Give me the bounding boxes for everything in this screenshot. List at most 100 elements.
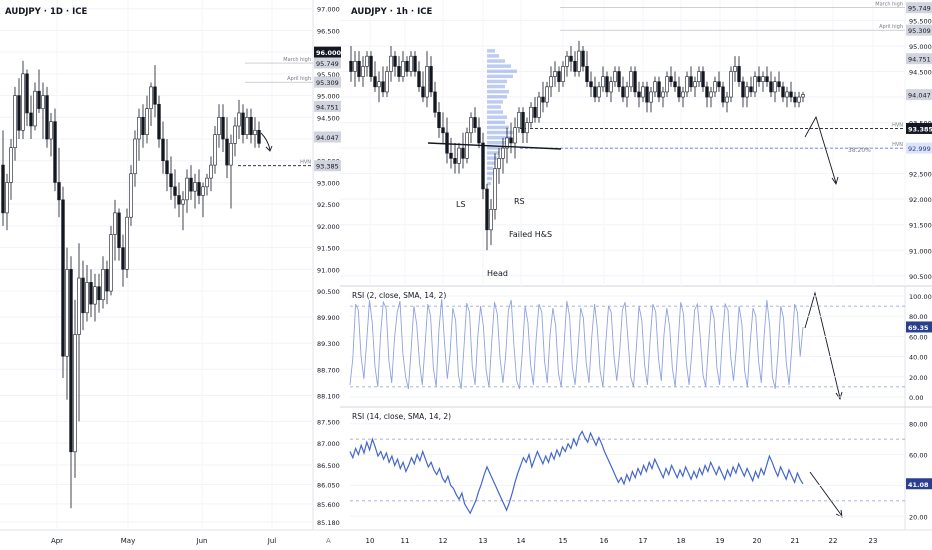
- right-arrow-head: [831, 176, 839, 186]
- candle-down: [241, 112, 245, 135]
- candle-up: [353, 60, 357, 72]
- price-tick-label: 86.050: [317, 481, 340, 489]
- candle-up: [565, 55, 569, 67]
- candle-down: [417, 71, 421, 88]
- candle-down: [29, 112, 33, 127]
- candle-down: [405, 60, 409, 72]
- volume-profile-bar: [487, 74, 513, 79]
- annotation-head: Head: [487, 269, 508, 278]
- candle-up: [77, 277, 81, 335]
- volume-profile: [487, 49, 517, 186]
- candle-up: [685, 76, 689, 93]
- price-tick-label: 94.500: [317, 114, 340, 122]
- candle-up: [9, 147, 13, 183]
- candle-up: [365, 55, 369, 67]
- candle-up: [193, 182, 197, 192]
- candle-up: [649, 91, 653, 103]
- rsi14-arrow-head: [835, 509, 843, 518]
- candle-down: [165, 160, 169, 175]
- time-tick-label: 14: [517, 537, 526, 545]
- candle-down: [357, 60, 361, 77]
- left-price-badges: 96.000 95.749 95.309 94.751 94.047 93.385: [314, 46, 342, 172]
- left-projection-arrow: [260, 132, 271, 151]
- price-tick-label: 87.000: [317, 440, 340, 448]
- time-tick-label: 15: [559, 537, 568, 545]
- right-projection-arrow: [804, 115, 837, 184]
- candle-down: [669, 76, 673, 83]
- candle-up: [33, 90, 37, 127]
- time-tick-label: Apr: [51, 537, 63, 545]
- candle-up: [549, 76, 553, 88]
- candle-down: [433, 91, 437, 113]
- price-badge: [314, 131, 341, 143]
- price-badge: [314, 57, 341, 69]
- candle-down: [57, 182, 61, 201]
- candle-down: [189, 177, 193, 192]
- candle-down: [257, 130, 261, 144]
- volume-profile-bar: [487, 54, 499, 58]
- candle-down: [197, 182, 201, 196]
- candle-down: [721, 86, 725, 103]
- candle-up: [73, 334, 77, 453]
- candle-up: [729, 71, 733, 98]
- rsi-value-badge: [906, 478, 932, 490]
- right-price-badges: 95.749 95.309 94.751 94.047 93.385 92.999: [906, 2, 932, 154]
- time-tick-label: 23: [869, 537, 878, 545]
- candle-up: [245, 116, 249, 135]
- candle-down: [141, 116, 145, 135]
- candle-down: [161, 138, 165, 162]
- candle-up: [625, 86, 629, 98]
- annotation-fib: 38.20%: [848, 147, 871, 154]
- candle-up: [149, 86, 153, 109]
- candle-down: [509, 137, 513, 144]
- candle-up: [653, 81, 657, 93]
- rsi-value-badge: [906, 321, 932, 333]
- candle-up: [213, 134, 217, 166]
- candle-up: [493, 168, 497, 210]
- volume-profile-bar: [487, 176, 492, 181]
- candle-down: [373, 76, 377, 88]
- annotation-rs: RS: [514, 197, 525, 206]
- level-label: HVN: [892, 122, 903, 128]
- right-chart-title: AUDJPY · 1h · ICE: [351, 7, 432, 17]
- candle-up: [101, 269, 105, 301]
- rsi-line: [349, 298, 804, 390]
- volume-profile-bar: [487, 130, 513, 135]
- price-tick-label: 90.500: [317, 288, 340, 296]
- candle-up: [65, 269, 69, 357]
- price-tick-label: 93.000: [317, 179, 340, 187]
- candle-down: [765, 76, 769, 83]
- candle-up: [233, 125, 237, 144]
- candle-down: [117, 212, 121, 248]
- volume-profile-bar: [487, 89, 509, 94]
- level-label: March high: [875, 2, 903, 8]
- candle-down: [37, 90, 41, 109]
- price-tick-label: 91.500: [317, 245, 340, 253]
- time-tick-label: 22: [829, 537, 838, 545]
- candle-up: [537, 96, 541, 118]
- price-tick-label: 86.500: [317, 462, 340, 470]
- time-tick-label: Jul: [267, 537, 277, 545]
- price-tick-label: 85.600: [317, 501, 340, 509]
- candle-up: [469, 117, 473, 134]
- candle-down: [605, 76, 609, 93]
- candle-up: [753, 76, 757, 93]
- volume-profile-bar: [487, 181, 491, 186]
- candle-up: [41, 95, 45, 109]
- candle-up: [693, 81, 697, 88]
- candle-up: [93, 286, 97, 305]
- price-tick-label: 95.000: [909, 43, 932, 51]
- rsi-line: [349, 430, 804, 515]
- candle-down: [173, 186, 177, 196]
- candle-down: [793, 96, 797, 103]
- time-tick-label: 12: [439, 537, 448, 545]
- candle-down: [25, 73, 29, 114]
- candle-down: [645, 86, 649, 103]
- price-badge-label: 93.385: [316, 163, 339, 171]
- candle-up: [209, 164, 213, 179]
- candle-down: [777, 81, 781, 88]
- annotation-ls: LS: [456, 200, 466, 209]
- candle-up: [113, 212, 117, 235]
